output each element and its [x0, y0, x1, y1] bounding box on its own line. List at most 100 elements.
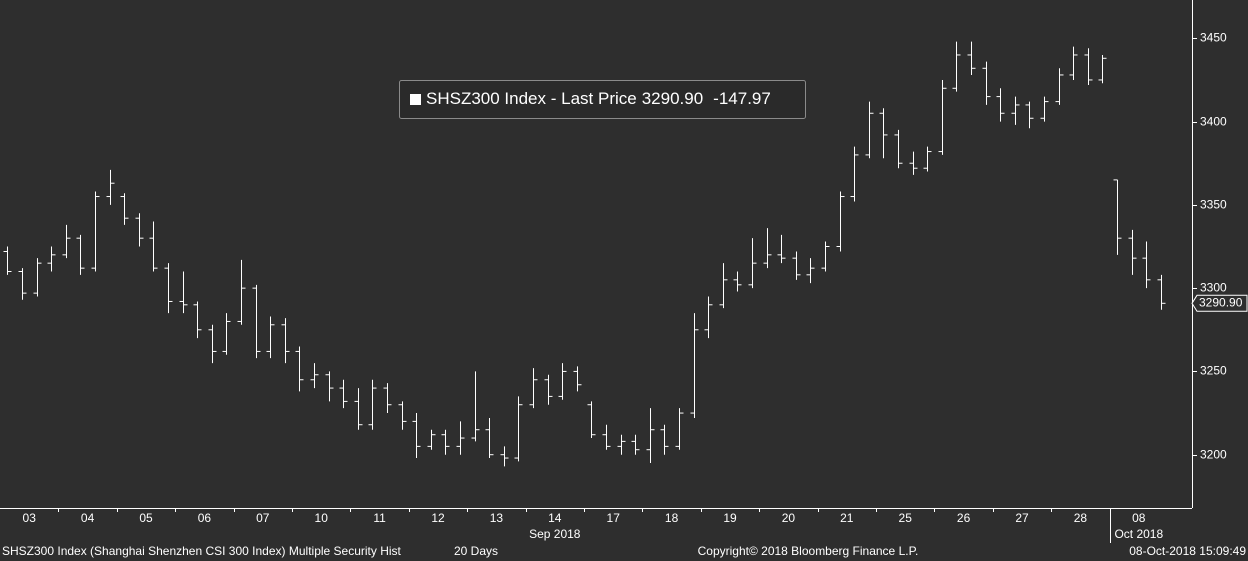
- legend-box: [399, 80, 806, 119]
- ohlc-bar: [164, 263, 173, 314]
- ohlc-bar: [1040, 96, 1049, 122]
- ohlc-bar: [704, 296, 713, 339]
- ohlc-bar: [850, 146, 859, 202]
- x-tick-label: 17: [607, 511, 621, 525]
- ohlc-bar: [456, 421, 465, 455]
- ohlc-bar: [836, 191, 845, 252]
- x-tick-label: 14: [548, 511, 562, 525]
- ohlc-bar: [587, 401, 596, 439]
- ohlc-bar: [938, 79, 947, 155]
- ohlc-bar: [1098, 54, 1107, 84]
- y-tick-label: 3250: [1200, 364, 1227, 378]
- last-price-tag: [1191, 294, 1248, 312]
- x-tick-label: 20: [782, 511, 796, 525]
- ohlc-bar: [266, 316, 275, 359]
- ohlc-bar: [179, 271, 188, 314]
- ohlc-bar: [792, 251, 801, 280]
- ohlc-bar: [368, 379, 377, 430]
- x-tick-label: 21: [840, 511, 854, 525]
- ohlc-bar: [1113, 179, 1122, 255]
- y-tick-label: 3450: [1200, 31, 1227, 45]
- x-tick-label: 03: [23, 511, 37, 525]
- ohlc-bar: [135, 213, 144, 247]
- x-tick-label: 05: [139, 511, 153, 525]
- x-tick-label: 18: [665, 511, 679, 525]
- x-tick-label: 04: [81, 511, 95, 525]
- ohlc-bar: [1128, 229, 1137, 275]
- legend: SHSZ300 Index - Last Price 3290.90 -147.97: [399, 80, 806, 119]
- x-group-label: Sep 2018: [529, 527, 581, 541]
- ohlc-bar: [1069, 46, 1078, 80]
- ohlc-bar: [763, 228, 772, 269]
- x-tick-label: 13: [490, 511, 504, 525]
- ohlc-bar: [909, 151, 918, 175]
- ohlc-bar: [777, 234, 786, 264]
- ohlc-bar: [91, 191, 100, 272]
- ohlc-bar: [76, 234, 85, 275]
- ohlc-bar: [1084, 48, 1093, 85]
- x-tick-label: 11: [373, 511, 386, 525]
- ohlc-bar: [441, 429, 450, 455]
- ohlc-bar: [47, 246, 56, 272]
- x-tick-label: 06: [198, 511, 212, 525]
- ohlc-bar: [412, 413, 421, 459]
- ohlc-bar: [106, 169, 115, 205]
- legend-text: SHSZ300 Index - Last Price 3290.90 -147.97: [426, 89, 771, 108]
- footer-left: SHSZ300 Index (Shanghai Shenzhen CSI 300…: [2, 544, 402, 558]
- ohlc-bar: [806, 258, 815, 284]
- x-tick-label: 19: [723, 511, 737, 525]
- legend-name: SHSZ300 Index - Last Price: [426, 89, 637, 108]
- ohlc-bar: [821, 241, 830, 272]
- y-tick-label: 3200: [1200, 448, 1227, 462]
- ohlc-bar: [120, 193, 129, 225]
- ohlc-bar: [252, 284, 261, 359]
- ohlc-bar: [325, 371, 334, 402]
- ohlc-bar: [923, 146, 932, 172]
- x-tick-label: 10: [315, 511, 329, 525]
- legend-last: 3290.90: [642, 89, 703, 108]
- ohlc-bar: [879, 108, 888, 159]
- ohlc-bar: [894, 129, 903, 169]
- ohlc-bar: [602, 424, 611, 450]
- ohlc-bar: [514, 396, 523, 462]
- ohlc-bar: [996, 88, 1005, 122]
- y-tick-label: 3350: [1200, 198, 1227, 212]
- ohlc-bar: [1142, 241, 1151, 289]
- ohlc-bar: [558, 363, 567, 400]
- ohlc-bar: [529, 368, 538, 409]
- x-tick-label: 26: [957, 511, 971, 525]
- ohlc-bar: [865, 101, 874, 159]
- ohlc-bar: [33, 258, 42, 297]
- ohlc-bar: [208, 324, 217, 364]
- ohlc-bar: [193, 301, 202, 339]
- ohlc-bar: [544, 374, 553, 405]
- ohlc-bar: [646, 408, 655, 464]
- ohlc-bar: [295, 346, 304, 392]
- ohlc-bar: [748, 238, 757, 289]
- ohlc-bar: [573, 366, 582, 392]
- ohlc-bar: [690, 313, 699, 419]
- ohlc-bar: [1011, 96, 1020, 125]
- ohlc-bar: [631, 434, 640, 455]
- ohlc-bar: [222, 313, 231, 355]
- ohlc-bar: [952, 41, 961, 92]
- ohlc-bar: [281, 318, 290, 364]
- ohlc-bar: [719, 263, 728, 309]
- x-tick-label: 12: [431, 511, 445, 525]
- legend-change: -147.97: [713, 89, 771, 108]
- ohlc-bar: [967, 41, 976, 75]
- x-tick-label: 25: [899, 511, 913, 525]
- legend-swatch: [410, 94, 421, 105]
- ohlc-bar: [383, 383, 392, 414]
- ohlc-bar: [733, 271, 742, 292]
- ohlc-bar: [398, 401, 407, 430]
- ohlc-bar: [1055, 68, 1064, 105]
- ohlc-bar: [237, 259, 246, 325]
- ohlc-bar: [982, 61, 991, 105]
- ohlc-bar: [1157, 274, 1166, 310]
- x-group-label: Oct 2018: [1114, 527, 1163, 541]
- ohlc-bar: [471, 371, 480, 442]
- ohlc-bar: [485, 418, 494, 459]
- ohlc-bar: [675, 408, 684, 450]
- footer-period: 20 Days: [454, 544, 498, 558]
